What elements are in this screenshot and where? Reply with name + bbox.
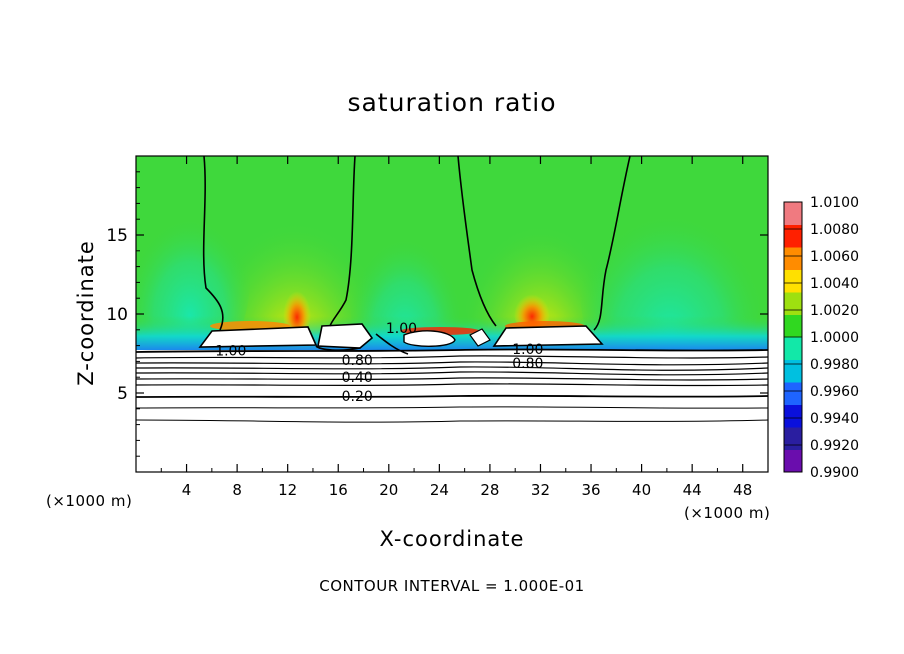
contour-label: 1.00 — [386, 321, 417, 337]
colorbar-swatch — [784, 404, 802, 428]
x-tick-label: 16 — [329, 481, 348, 499]
colorbar-swatch — [784, 314, 802, 338]
colorbar-swatch — [784, 337, 802, 360]
colorbar-swatch — [784, 449, 802, 473]
colorbar-tick-label: 0.9980 — [810, 357, 859, 373]
colorbar-tick-label: 0.9900 — [810, 465, 859, 481]
contour-label: 0.20 — [342, 389, 373, 405]
contour-label: 0.80 — [342, 353, 373, 369]
colorbar-tick-label: 1.0040 — [810, 276, 859, 292]
x-tick-label: 8 — [232, 481, 242, 499]
x-axis-label: X-coordinate — [379, 527, 525, 551]
x-tick-label: 12 — [278, 481, 297, 499]
x-tick-label: 28 — [480, 481, 499, 499]
colorbar-tick-label: 0.9960 — [810, 384, 859, 400]
colorbar: 1.0100 1.0080 1.0060 1.0040 1.0020 1.0000 0.99… — [783, 195, 859, 481]
colorbar-tick-label: 1.0060 — [810, 249, 859, 265]
colorbar-swatch — [784, 292, 802, 315]
y-tick-label: 15 — [106, 226, 128, 246]
colorbar-swatch — [784, 427, 802, 450]
contour-lines-lower — [136, 348, 768, 423]
x-unit-label: (×1000 m) — [684, 504, 771, 522]
chart-title: saturation ratio — [347, 88, 557, 117]
y-axis-label: Z-coordinate — [74, 240, 98, 386]
colorbar-tick-label: 0.9920 — [810, 438, 859, 454]
y-tick-label: 10 — [106, 305, 128, 325]
colorbar-tick-label: 1.0020 — [810, 303, 859, 319]
colorbar-swatch — [784, 359, 802, 383]
y-unit-label: (×1000 m) — [46, 492, 133, 510]
contour-interval-note: CONTOUR INTERVAL = 1.000E-01 — [319, 577, 585, 595]
colorbar-swatch — [784, 247, 802, 270]
x-tick-label: 32 — [531, 481, 550, 499]
colorbar-swatch — [784, 269, 802, 293]
colorbar-tick-label: 1.0080 — [810, 222, 859, 238]
x-tick-label: 48 — [733, 481, 752, 499]
y-axis: 5 10 15 — [106, 171, 768, 457]
colorbar-swatch — [784, 224, 802, 248]
contour-label: 0.80 — [512, 356, 543, 372]
saturation-field — [136, 156, 768, 472]
x-tick-label: 4 — [182, 481, 192, 499]
colorbar-swatch — [784, 382, 802, 405]
x-tick-label: 40 — [632, 481, 651, 499]
y-tick-label: 5 — [117, 384, 128, 404]
colorbar-tick-label: 1.0000 — [810, 330, 859, 346]
x-tick-label: 36 — [581, 481, 600, 499]
x-tick-label: 44 — [683, 481, 702, 499]
x-tick-label: 20 — [379, 481, 398, 499]
colorbar-tick-label: 0.9940 — [810, 411, 859, 427]
contour-label: 1.00 — [512, 342, 543, 358]
x-axis: 4 8 12 16 20 24 28 32 36 40 44 48 — [160, 156, 752, 499]
contour-lines-upper — [202, 156, 631, 355]
contour-labels: 1.000.800.400.201.001.000.80 — [215, 321, 543, 405]
colorbar-swatch — [784, 202, 802, 225]
contour-label: 0.40 — [342, 370, 373, 386]
colorbar-tick-label: 1.0100 — [810, 195, 859, 211]
contour-label: 1.00 — [215, 343, 246, 359]
x-tick-label: 24 — [430, 481, 449, 499]
